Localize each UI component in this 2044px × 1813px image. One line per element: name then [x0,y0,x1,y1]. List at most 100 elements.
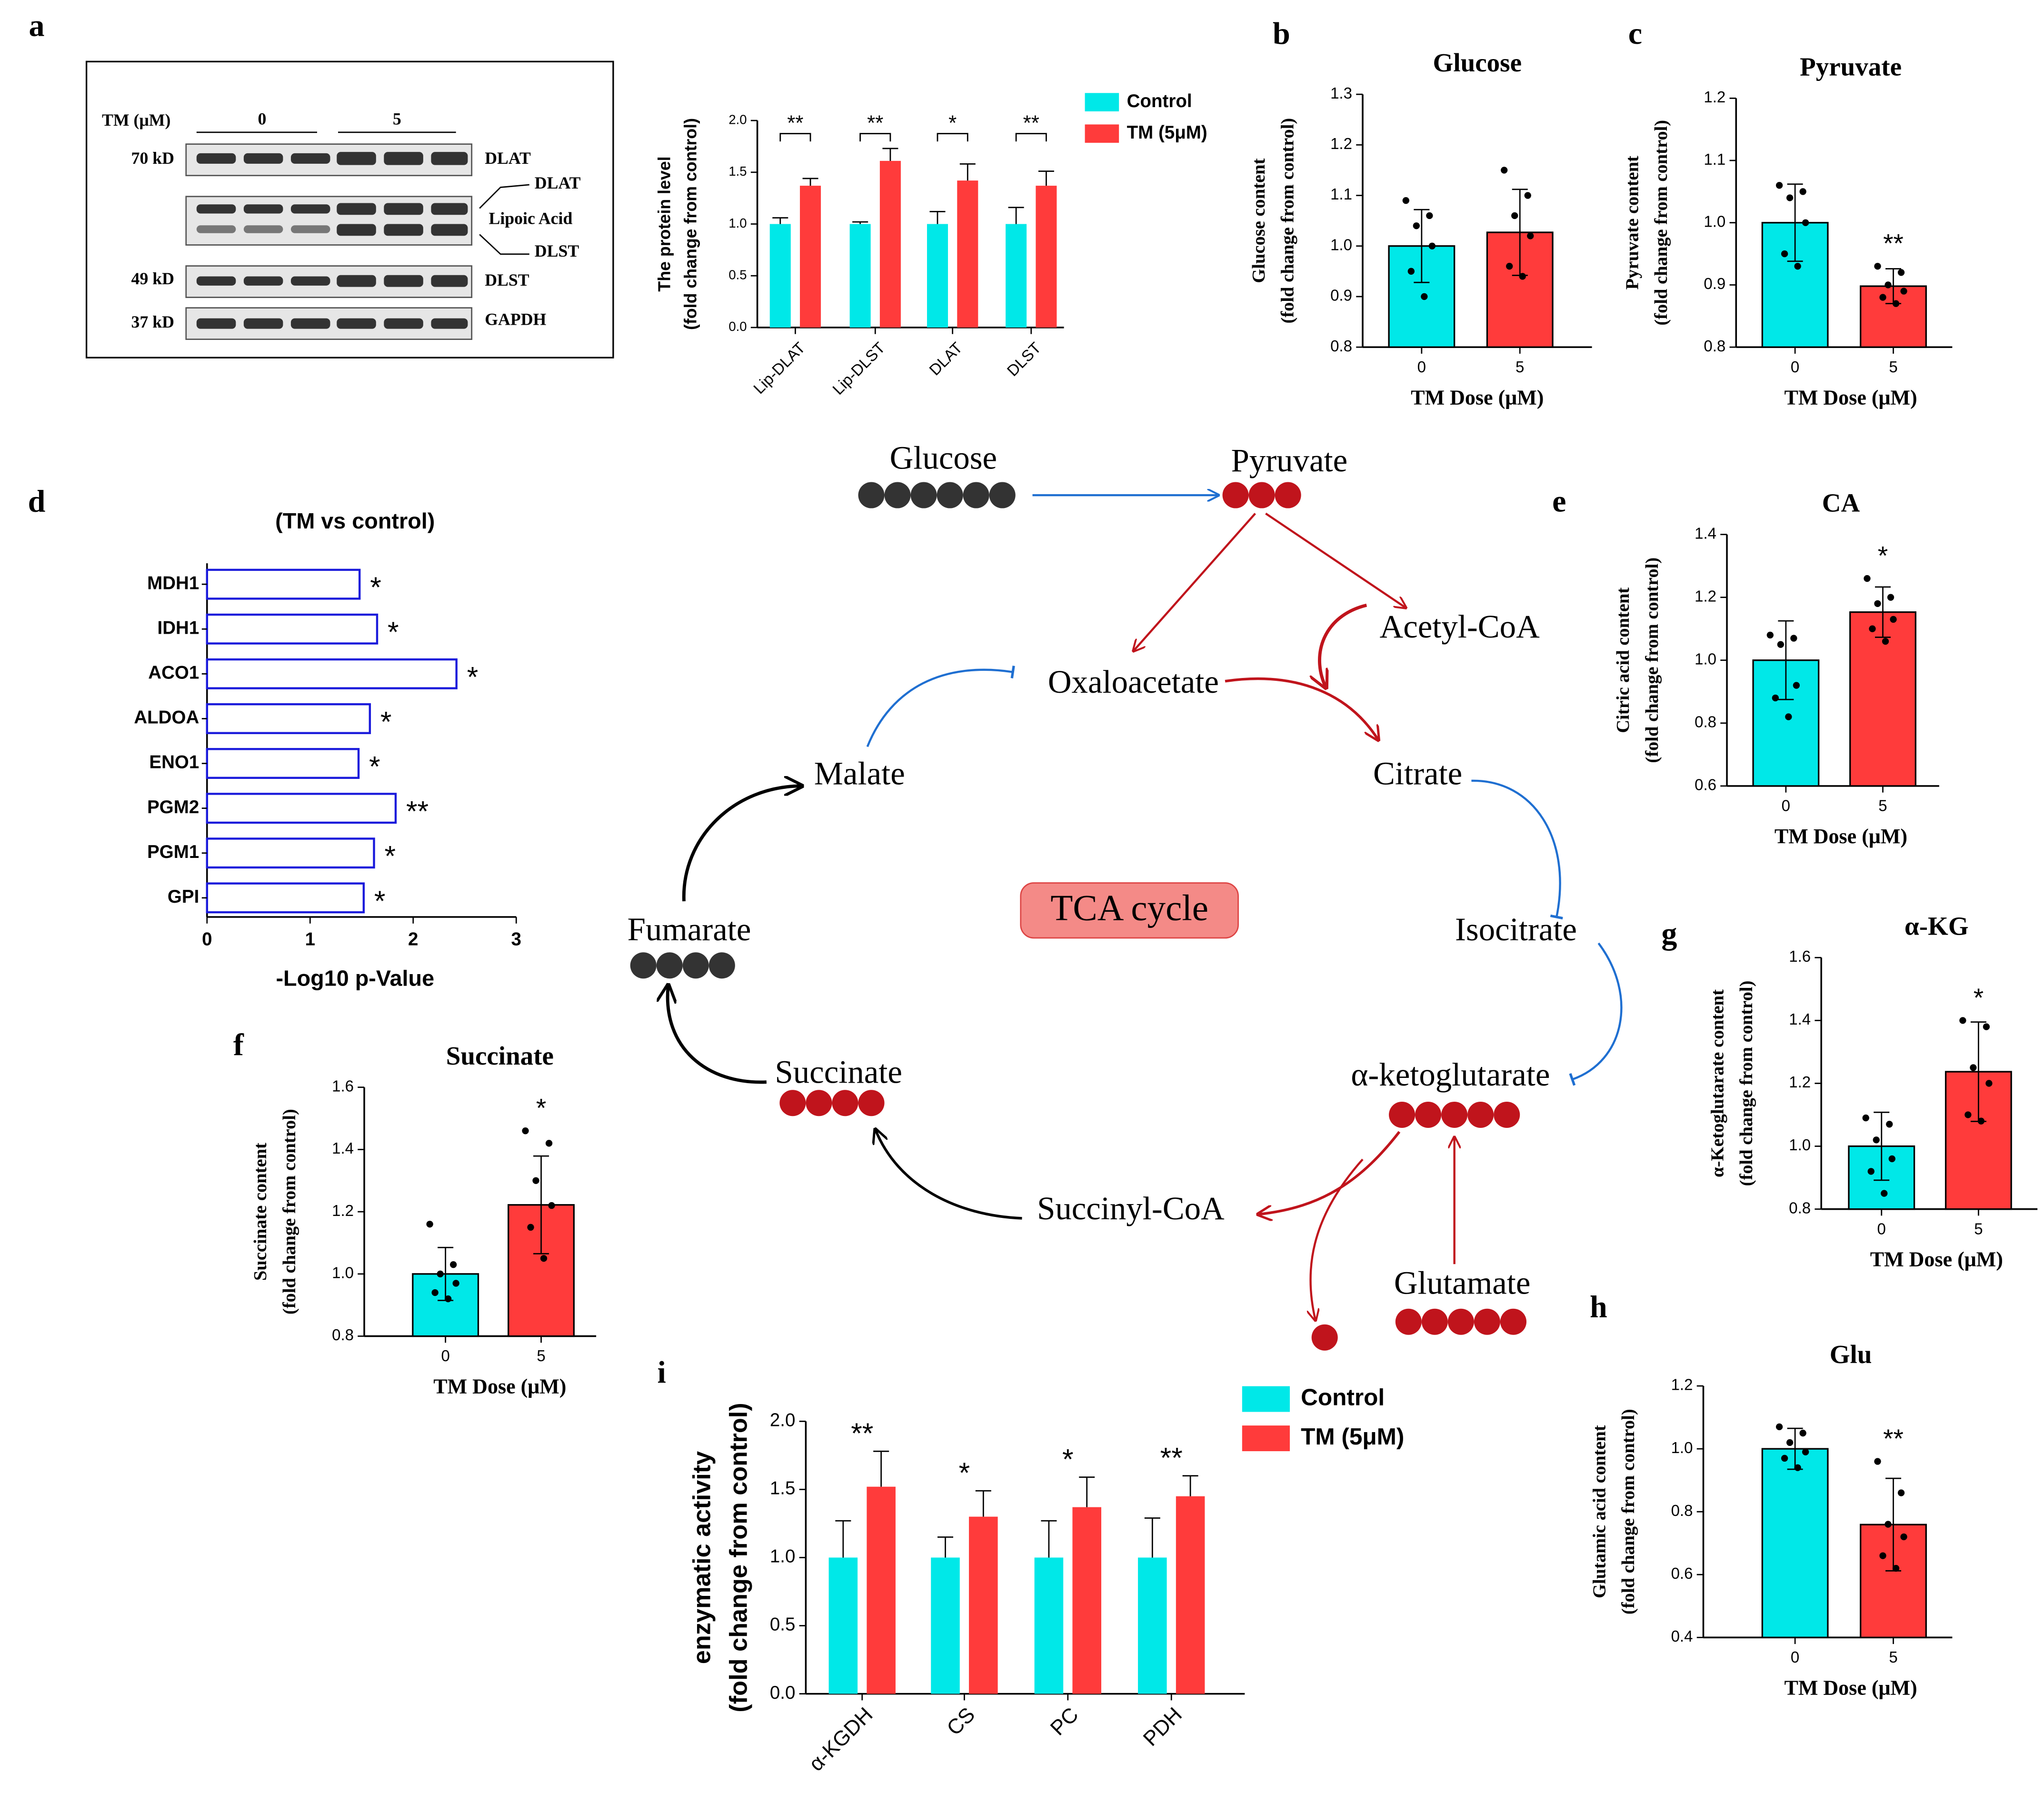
carbon-dot [858,1090,885,1116]
blot-row-label: DLST [535,241,579,260]
x-tick-label: Lip-DLAT [750,339,808,397]
data-point [1983,1023,1990,1030]
y-tick-label: GPI [168,887,199,907]
x-tick-label: 5 [1516,358,1524,376]
chart-title: Succinate [446,1041,554,1070]
y-tick-label: PGM2 [147,797,199,817]
y-tick-label: 1.1 [1330,185,1352,203]
y-axis-label: enzymatic activity [688,1451,716,1664]
bar [927,224,948,328]
data-point [1794,1464,1801,1471]
bar [849,224,871,328]
bar [1176,1496,1205,1694]
y-tick-label: 1.0 [1789,1136,1811,1154]
data-point [1519,273,1526,280]
carbon-dot [708,952,735,979]
carbon-dot [806,1090,832,1116]
data-point [1781,1454,1788,1462]
data-point [1879,294,1886,301]
y-tick-label: 1.1 [1704,150,1725,168]
error-bar [975,1490,991,1517]
carbon-dot [1222,482,1249,508]
carbon-dot [1248,482,1275,508]
data-point [1799,188,1806,195]
data-point [1506,263,1513,270]
y-axis-label: (fold change from control) [1618,1409,1638,1614]
x-tick-label: 5 [1974,1220,1983,1237]
blot-row-label: DLST [485,270,529,289]
y-tick-label: 0.6 [1695,776,1716,794]
data-point [1862,1114,1869,1122]
bar [828,1557,858,1694]
blot-row-label: Lipoic Acid [489,209,572,228]
error-bar [873,1450,889,1487]
significance: * [374,885,386,917]
significance: * [959,1456,970,1489]
significance: * [1878,541,1888,570]
error-bar [882,148,898,161]
data-point [1886,1121,1893,1128]
pathway-node: Acetyl-CoA [1380,608,1540,645]
blot-frame [85,60,614,359]
tca-box [1020,882,1239,939]
chart-title: CA [1822,488,1860,518]
bar [206,793,397,824]
bar [206,837,375,869]
significance: * [370,571,381,603]
y-tick-label: 1.2 [1704,88,1725,106]
error-bar [1079,1476,1095,1507]
data-point [1786,194,1794,201]
pathway-node: Glucose [890,439,997,476]
bar [1006,224,1027,328]
y-axis-label: Pyruvate content [1622,156,1642,289]
data-point [450,1261,457,1268]
data-point [1869,625,1876,632]
x-tick-label: 0 [202,929,212,950]
y-tick-label: 0.5 [770,1614,796,1635]
y-tick-label: ENO1 [149,752,199,773]
data-point [1900,288,1907,295]
y-tick-label: 1.4 [332,1139,354,1157]
y-tick-label: 1.3 [1330,84,1352,102]
carbon-dot [656,952,683,979]
data-point [1873,1136,1880,1144]
error-bar [1778,620,1794,700]
pathway-node: Malate [814,755,905,791]
data-point [1511,212,1518,219]
y-tick-label: ALDOA [134,707,199,728]
y-tick-label: 1.0 [728,216,747,230]
significance: ** [1883,229,1904,258]
data-point [1402,197,1409,204]
data-point [1959,1017,1966,1024]
y-axis-label: (fold change from control) [279,1109,299,1315]
data-point [1775,182,1783,189]
legend-swatch [1085,93,1119,111]
bar [1849,611,1916,787]
pathway-node: Oxaloacetate [1048,664,1219,700]
carbon-dot [779,1090,806,1116]
bar [867,1486,896,1694]
chart-title: Glucose [1433,48,1522,77]
significance: * [388,616,399,648]
significance: * [1974,983,1984,1012]
data-point [1879,1552,1886,1559]
y-tick-label: 0.8 [332,1326,354,1344]
data-point [1524,192,1531,199]
carbon-dot [1447,1308,1474,1335]
error-bar [1008,207,1024,224]
x-tick-label: PC [1046,1703,1083,1740]
blot-marker: 37 kD [131,312,174,331]
pathway-node: α-ketoglutarate [1351,1056,1550,1093]
data-point [1985,1080,1993,1087]
tca-label: TCA cycle [1050,887,1208,928]
error-bar [852,221,868,224]
pathway-node: Succinate [775,1054,902,1090]
carbon-dot [1500,1308,1526,1335]
x-axis-label: -Log10 p-Value [276,966,434,990]
y-axis-label: Glucose content [1249,158,1269,283]
blot-row-label: DLAT [535,173,581,192]
data-point [1790,635,1797,642]
y-tick-label: 0.6 [1671,1564,1693,1582]
